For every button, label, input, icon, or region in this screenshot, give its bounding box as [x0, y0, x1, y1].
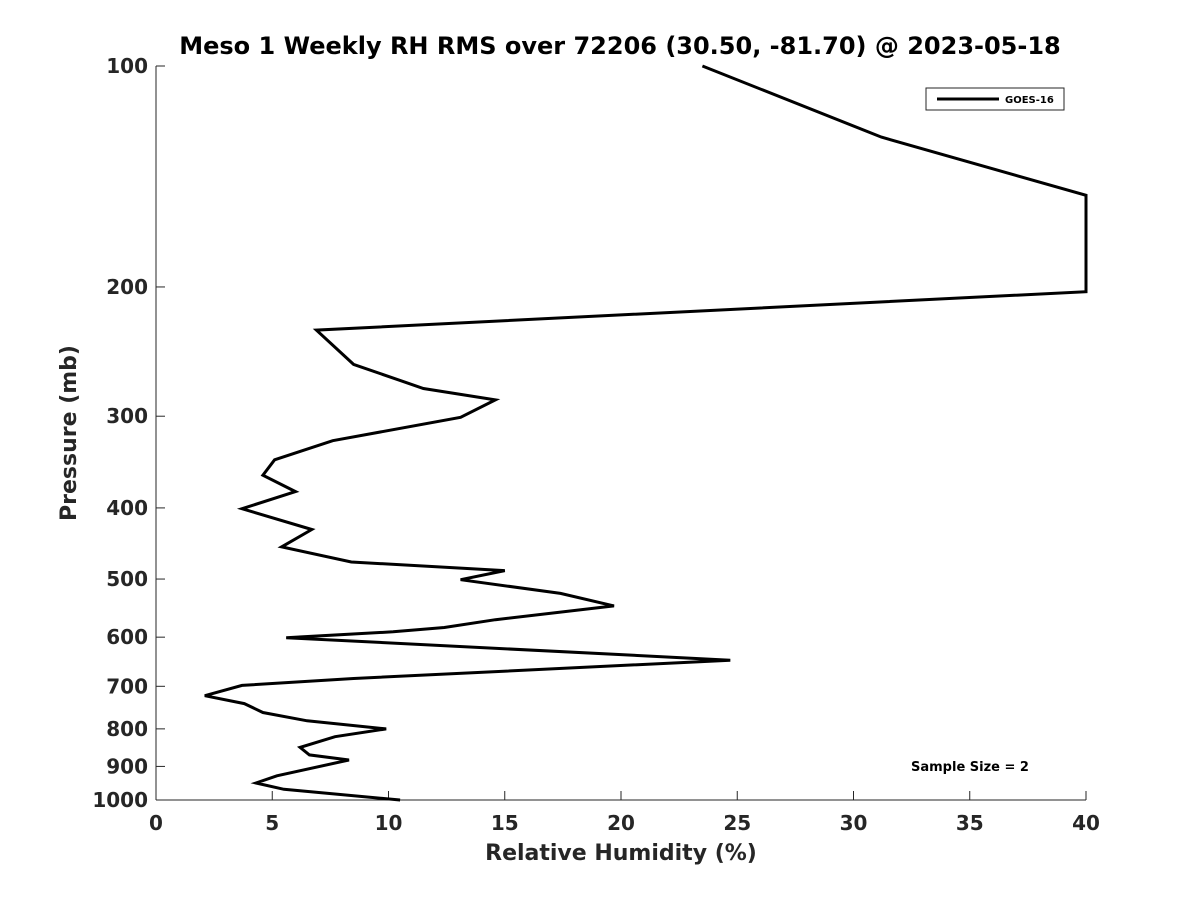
axes — [155, 66, 1086, 801]
y-tick-label: 900 — [106, 754, 148, 778]
legend: GOES-16 — [925, 87, 1065, 111]
x-tick-label: 5 — [265, 811, 279, 835]
x-tick-label: 40 — [1072, 811, 1100, 835]
x-tick-label: 25 — [723, 811, 751, 835]
y-tick-label: 600 — [106, 625, 148, 649]
legend-label: GOES-16 — [1005, 95, 1054, 106]
y-axis-label: Pressure (mb) — [57, 345, 82, 521]
series-line-goes-16 — [204, 64, 1088, 802]
sample-size-annotation: Sample Size = 2 — [911, 760, 1029, 775]
y-tick-label: 200 — [106, 275, 148, 299]
y-tick-label: 700 — [106, 674, 148, 698]
x-axis-ticks: 0 5 10 15 20 25 30 35 40 — [149, 791, 1100, 835]
y-tick-label: 1000 — [92, 788, 148, 812]
y-tick-label: 500 — [106, 567, 148, 591]
x-tick-label: 20 — [607, 811, 635, 835]
y-tick-label: 100 — [106, 54, 148, 78]
series-lines — [204, 64, 1088, 802]
y-tick-label: 400 — [106, 496, 148, 520]
x-tick-label: 15 — [491, 811, 519, 835]
x-axis-label: Relative Humidity (%) — [485, 841, 757, 866]
y-tick-label: 300 — [106, 404, 148, 428]
x-tick-label: 0 — [149, 811, 163, 835]
x-tick-label: 30 — [840, 811, 868, 835]
y-axis-ticks: 100 200 300 400 500 600 700 800 900 1000 — [92, 54, 165, 812]
x-tick-label: 35 — [956, 811, 984, 835]
x-tick-label: 10 — [375, 811, 403, 835]
chart-title: Meso 1 Weekly RH RMS over 72206 (30.50, … — [179, 32, 1061, 60]
y-tick-label: 800 — [106, 717, 148, 741]
